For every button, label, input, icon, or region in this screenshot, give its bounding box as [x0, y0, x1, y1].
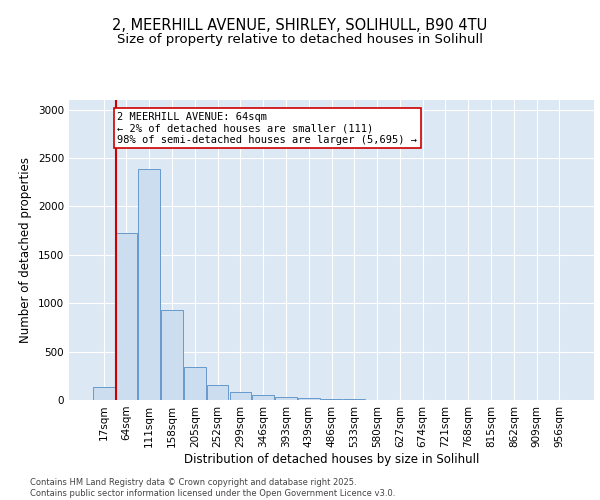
Text: Size of property relative to detached houses in Solihull: Size of property relative to detached ho…	[117, 32, 483, 46]
Bar	[298, 398, 320, 400]
Text: 2 MEERHILL AVENUE: 64sqm
← 2% of detached houses are smaller (111)
98% of semi-d: 2 MEERHILL AVENUE: 64sqm ← 2% of detache…	[118, 112, 418, 145]
Text: 2, MEERHILL AVENUE, SHIRLEY, SOLIHULL, B90 4TU: 2, MEERHILL AVENUE, SHIRLEY, SOLIHULL, B…	[112, 18, 488, 32]
Bar	[320, 399, 343, 400]
Bar	[275, 396, 297, 400]
Bar	[139, 168, 160, 400]
Bar	[161, 310, 183, 400]
X-axis label: Distribution of detached houses by size in Solihull: Distribution of detached houses by size …	[184, 452, 479, 466]
Y-axis label: Number of detached properties: Number of detached properties	[19, 157, 32, 343]
Bar	[230, 392, 251, 400]
Text: Contains HM Land Registry data © Crown copyright and database right 2025.
Contai: Contains HM Land Registry data © Crown c…	[30, 478, 395, 498]
Bar	[253, 394, 274, 400]
Bar	[116, 232, 137, 400]
Bar	[343, 399, 365, 400]
Bar	[184, 367, 206, 400]
Bar	[207, 384, 229, 400]
Bar	[93, 388, 115, 400]
